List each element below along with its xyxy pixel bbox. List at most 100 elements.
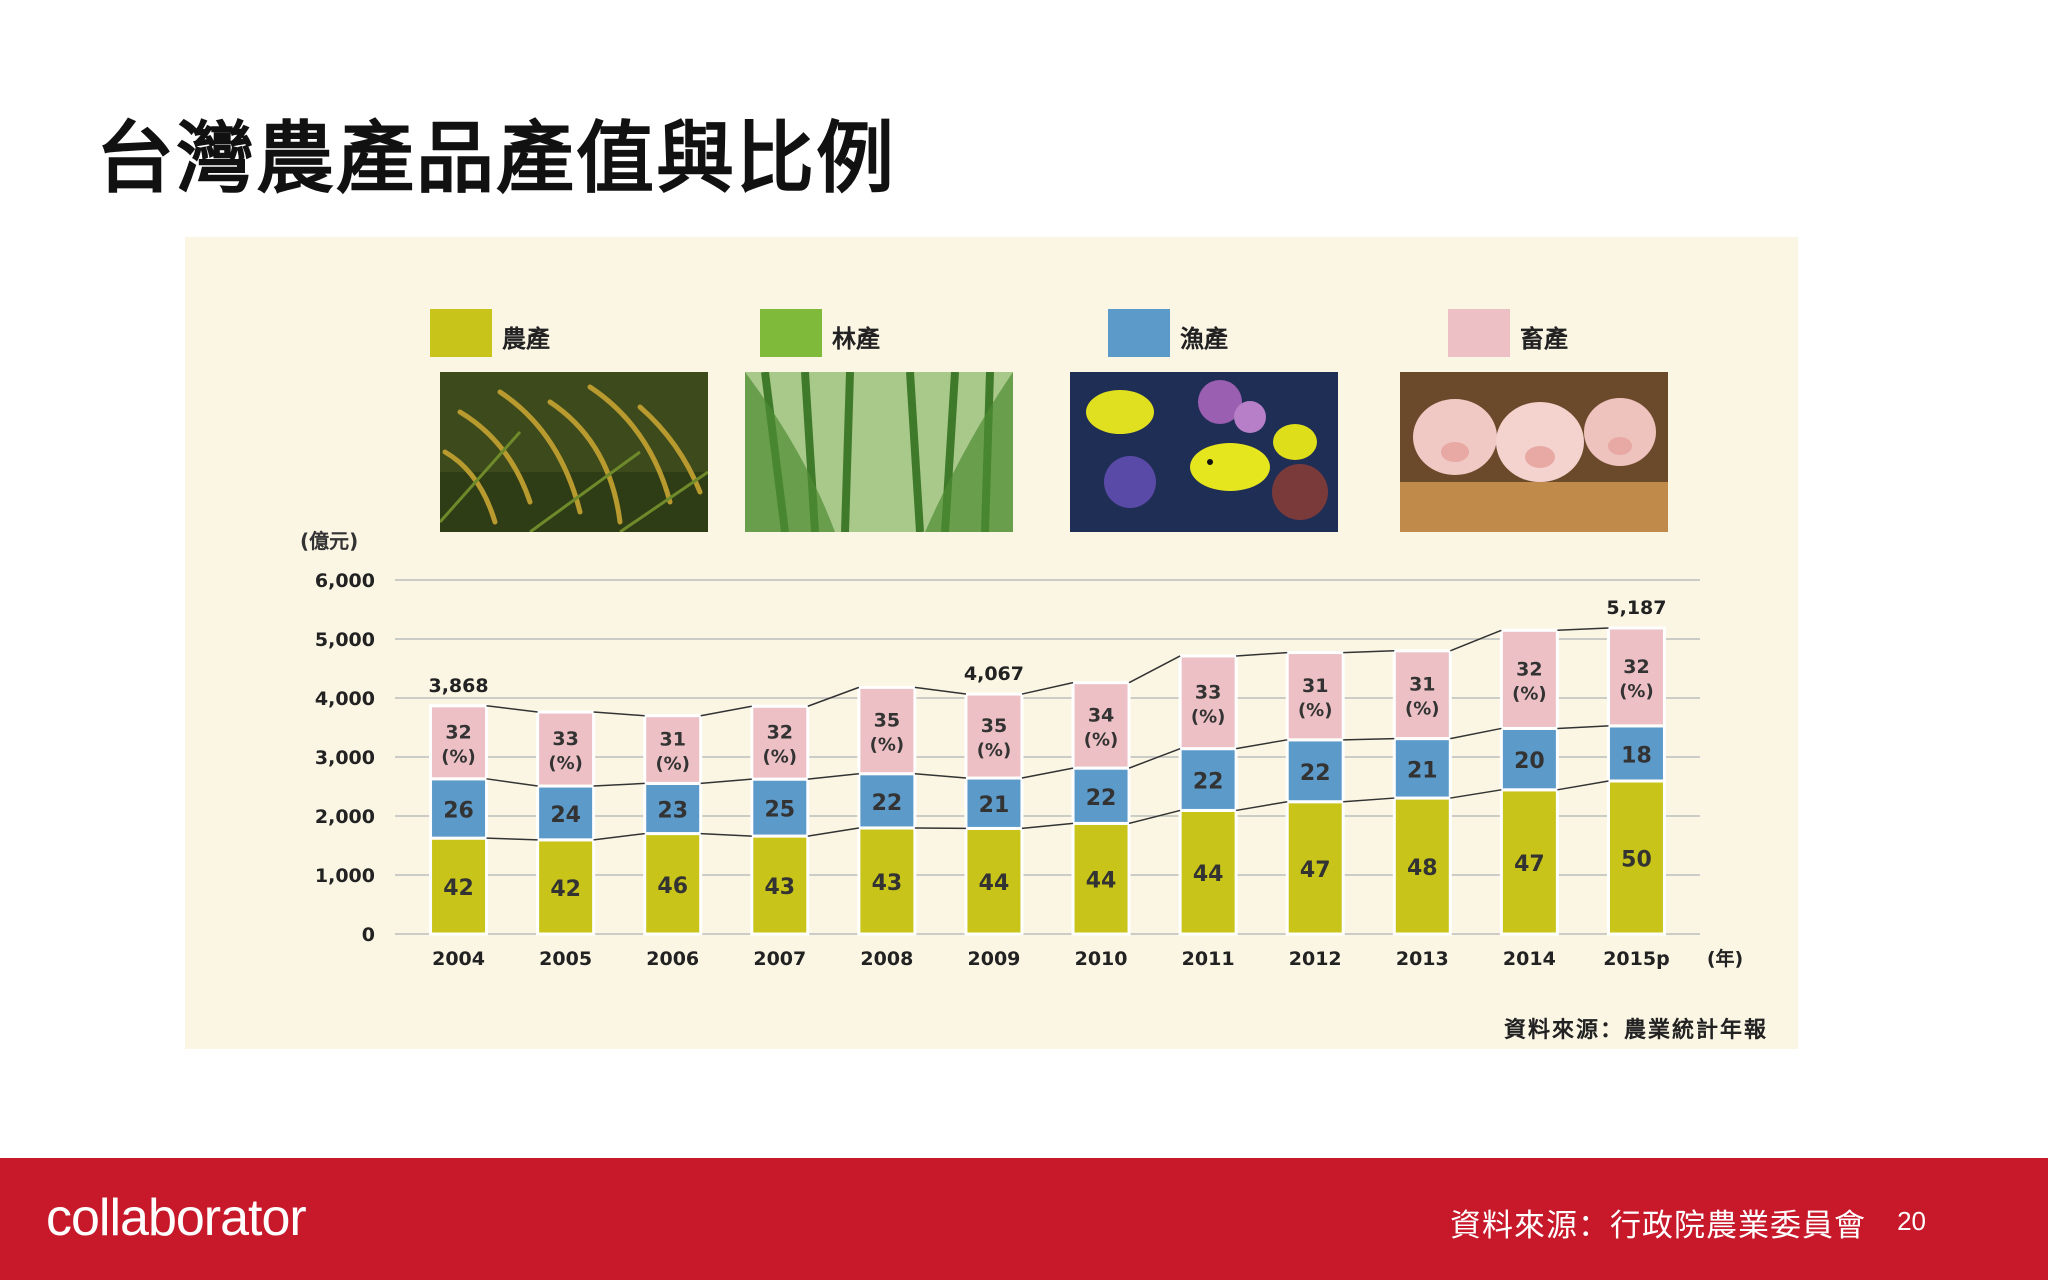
data-label-unit: (%): [1405, 699, 1440, 720]
total-label: 4,067: [964, 663, 1024, 685]
footer-source-text: 資料來源：行政院農業委員會: [1450, 1208, 1866, 1244]
bar-segment-livestock: [1392, 649, 1452, 741]
connector-line: [700, 778, 752, 785]
legend-swatch-livestock: [1448, 309, 1510, 357]
page-number: 20: [1897, 1206, 1926, 1236]
bar-segment-livestock: [1285, 651, 1345, 742]
x-tick-label: 2013: [1396, 948, 1449, 970]
data-label: 31: [1302, 675, 1328, 697]
data-label: 32: [1516, 658, 1542, 680]
data-label-unit: (%): [1298, 700, 1333, 721]
bar-segment-fish: [1071, 766, 1131, 825]
data-label: 32: [1623, 656, 1649, 678]
data-label-unit: (%): [1512, 683, 1547, 704]
stacked-bar-chart: 0 1,000 2,000 3,000 4,000 5,000 6,000 42 26 32 (%)…: [315, 570, 1743, 970]
connector-line: [1557, 780, 1609, 791]
data-label-unit: (%): [977, 740, 1012, 761]
bar-segment-fish: [1606, 724, 1666, 783]
total-label: 3,868: [428, 675, 488, 697]
data-label-unit: (%): [763, 747, 798, 768]
y-tick-label: 2,000: [315, 806, 375, 828]
bar-segment-livestock: [429, 704, 489, 781]
bar-segment-fish: [429, 777, 489, 840]
connector-line: [1343, 650, 1395, 654]
legend-label-agri: 農產: [502, 325, 550, 353]
bar-segment-livestock: [1606, 626, 1666, 728]
data-label: 21: [979, 793, 1010, 818]
data-label: 22: [872, 791, 903, 816]
data-label: 32: [767, 722, 793, 744]
x-tick-label: 2007: [753, 948, 806, 970]
y-axis-unit-label: (億元): [300, 529, 359, 553]
chart-source-note: 資料來源：農業統計年報: [1503, 1018, 1768, 1043]
connector-line: [1557, 725, 1609, 730]
x-tick-label: 2006: [646, 948, 699, 970]
connector-line: [1450, 727, 1502, 740]
connector-line: [1343, 797, 1395, 803]
x-tick-label: 2008: [860, 948, 913, 970]
data-label: 25: [764, 798, 795, 823]
data-label-unit: (%): [655, 754, 690, 775]
bar-segment-agri: [750, 834, 810, 936]
data-label: 18: [1621, 743, 1652, 768]
bar-segment-fish: [536, 784, 596, 842]
chart-panel: 農產 林產 漁產 畜產: [185, 237, 1798, 1049]
data-label: 26: [443, 798, 474, 823]
bar-segment-livestock: [643, 714, 703, 785]
legend-swatch-forest: [760, 309, 822, 357]
total-label: 5,187: [1606, 597, 1666, 619]
data-label: 22: [1086, 786, 1117, 811]
bar-segment-livestock: [536, 710, 596, 788]
bar-segment-agri: [536, 838, 596, 936]
connector-line: [807, 686, 860, 707]
bar-segment-livestock: [1499, 628, 1559, 730]
data-label: 33: [552, 728, 578, 750]
data-label-unit: (%): [870, 735, 905, 756]
footer-bar: collaborator 資料來源：行政院農業委員會 20: [0, 1158, 2048, 1280]
data-label: 50: [1621, 847, 1652, 872]
connector-line: [1021, 822, 1074, 830]
data-label: 22: [1193, 770, 1224, 795]
y-tick-label: 1,000: [315, 865, 375, 887]
bar-segment-livestock: [750, 704, 810, 781]
bar-segment-agri: [1499, 788, 1559, 936]
x-tick-label: 2010: [1075, 948, 1128, 970]
data-label-unit: (%): [1619, 681, 1654, 702]
legend-label-fish: 漁產: [1180, 325, 1228, 353]
data-label: 42: [550, 877, 581, 902]
x-tick-label: 2011: [1182, 948, 1235, 970]
data-label: 42: [443, 876, 474, 901]
connector-line: [1021, 767, 1074, 779]
bar-segment-fish: [643, 781, 703, 836]
connector-line: [1021, 681, 1074, 695]
data-label: 44: [979, 871, 1010, 896]
data-label: 22: [1300, 761, 1331, 786]
connector-line: [486, 837, 538, 841]
x-tick-label: 2014: [1503, 948, 1556, 970]
legend-label-forest: 林產: [832, 325, 880, 353]
data-label: 31: [1409, 674, 1435, 696]
connector-line: [1450, 629, 1502, 652]
data-label-unit: (%): [548, 753, 583, 774]
legend-label-livestock: 畜產: [1520, 325, 1568, 353]
bar-segment-agri: [1071, 821, 1131, 936]
x-tick-label: 2012: [1289, 948, 1342, 970]
y-tick-label: 5,000: [315, 629, 375, 651]
data-label: 31: [659, 729, 685, 751]
bar-segment-fish: [964, 776, 1024, 830]
bar-segment-livestock: [1178, 654, 1238, 751]
y-tick-label: 6,000: [315, 570, 375, 592]
connector-line: [1235, 739, 1288, 750]
y-tick-label: 0: [362, 924, 375, 946]
collaborator-logo: collaborator: [46, 1189, 307, 1247]
x-tick-label: 2004: [432, 948, 485, 970]
connector-line: [914, 686, 967, 695]
connector-line: [1128, 655, 1181, 684]
data-label: 43: [764, 875, 795, 900]
connector-line: [807, 827, 859, 837]
connector-line: [1128, 809, 1181, 825]
page-title: 台灣農產品產值與比例: [96, 114, 897, 204]
data-label: 20: [1514, 749, 1545, 774]
bar-segment-fish: [1178, 747, 1238, 812]
data-label: 24: [550, 803, 581, 828]
